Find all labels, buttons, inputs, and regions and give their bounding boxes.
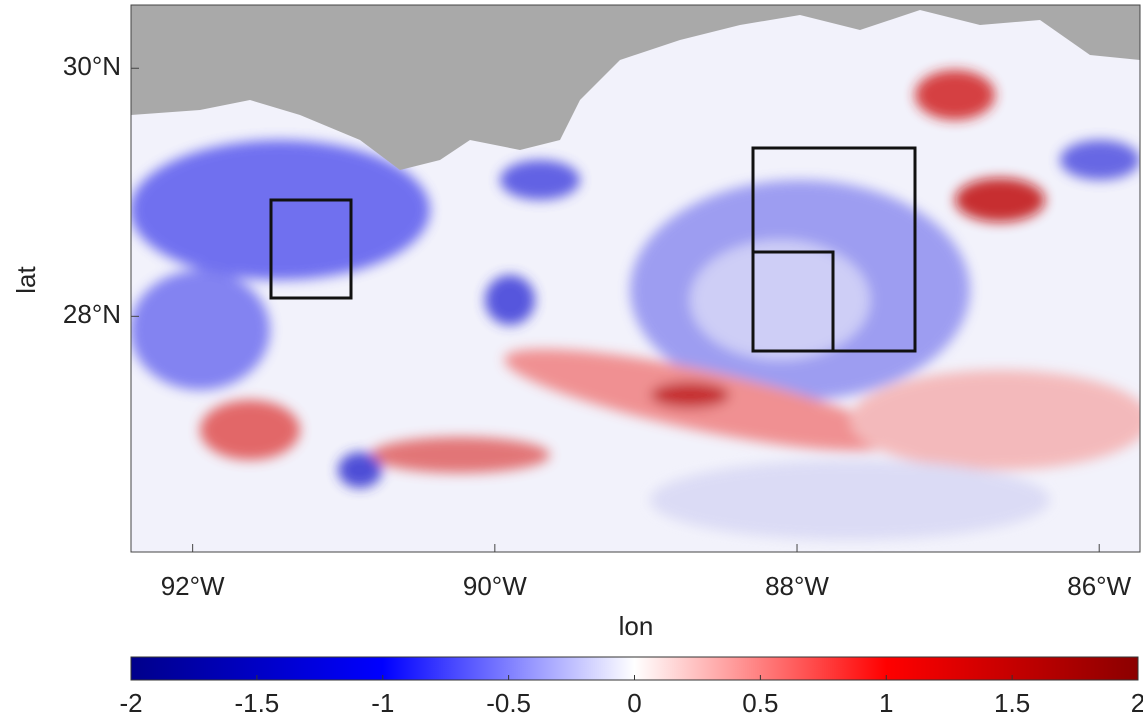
colorbar-tick-label: 0 (627, 688, 641, 718)
colorbar-tick-label: -0.5 (486, 688, 531, 718)
colorbar-tick-label: -2 (119, 688, 142, 718)
colorbar-tick-label: -1 (371, 688, 394, 718)
colorbar-tick-label: 1.5 (994, 688, 1030, 718)
x-axis-label: lon (619, 611, 654, 641)
colorbar-tick-label: -1.5 (234, 688, 279, 718)
x-tick-label: 90°W (463, 571, 527, 601)
colorbar-tick-label: 1 (879, 688, 893, 718)
y-axis-label: lat (11, 265, 41, 293)
colorbar-tick-label: 0.5 (742, 688, 778, 718)
x-tick-label: 92°W (161, 571, 225, 601)
x-tick-label: 86°W (1067, 571, 1131, 601)
field (130, 5, 1143, 552)
x-tick-label: 88°W (765, 571, 829, 601)
y-tick-label: 28°N (63, 299, 121, 329)
y-tick-label: 30°N (63, 51, 121, 81)
colorbar-tick-label: 2 (1131, 688, 1143, 718)
figure: lon lat 92°W 90°W 88°W 86°W 28°N 30°N -2 -1.5 -1… (0, 0, 1143, 719)
